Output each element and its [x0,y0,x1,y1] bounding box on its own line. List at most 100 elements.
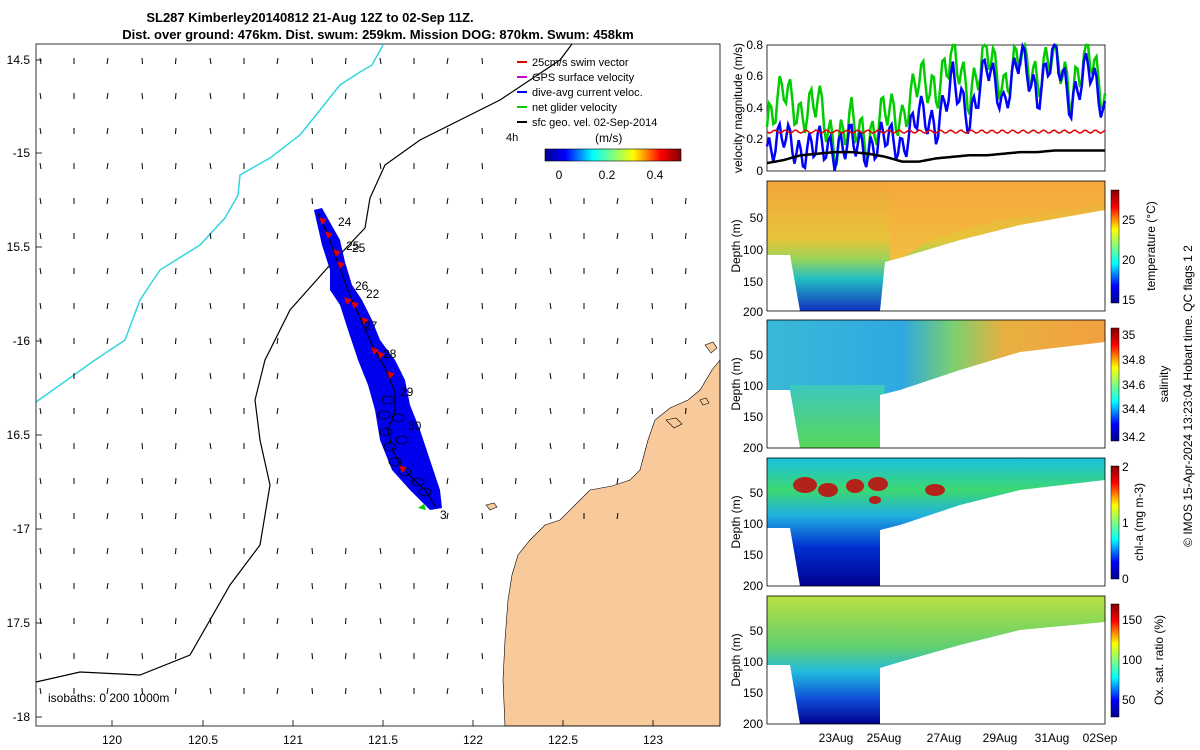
velocity-arrow [175,547,177,555]
velocity-arrow [209,267,212,275]
velocity-arrow [616,267,619,275]
velocity-arrow [379,582,382,590]
chla-maximum-blob [869,496,881,504]
velocity-series [765,41,1107,171]
velocity-ytick: 0 [756,164,763,178]
chla-maximum-blob [846,479,864,493]
time-xtick: 27Aug [927,731,962,745]
velocity-arrow [276,582,279,590]
lon-tick-labels: 120 120.5 121 121.5 122 122.5 123 [102,733,663,747]
chla-maximum-blob [868,477,888,491]
velocity-arrow [175,232,177,240]
depth-ytick: 150 [743,548,763,562]
colorbar-unit-label: (m/s) [595,131,622,145]
track-loop [381,395,395,405]
lon-tick-label: 123 [643,733,663,747]
velocity-arrow [549,512,552,520]
depth-ytick: 50 [750,624,764,638]
velocity-arrow [175,197,177,205]
temperature-cbar-label: temperature (°C) [1144,201,1158,291]
velocity-arrow [106,547,109,555]
chla-blank-area [767,480,1105,586]
chla-panel: 50 100 150 200 Depth (m) 0 1 2 chl-a (mg… [729,457,1146,593]
velocity-arrow [141,442,143,450]
velocity-arrow [481,162,483,170]
velocity-arrow [651,232,653,240]
velocity-arrow [481,372,483,380]
depth-ytick: 50 [750,348,764,362]
velocity-arrow [345,687,347,695]
depth-ytick: 100 [743,379,763,393]
velocity-arrow [651,337,653,345]
velocity-arrow [685,267,687,275]
velocity-arrow [515,302,517,310]
velocity-arrow [141,512,143,520]
velocity-arrow [141,232,143,240]
velocity-arrow [39,267,42,275]
colorbar-tick: 25 [1122,213,1136,227]
velocity-arrow [481,232,483,240]
day-label: 27 [364,319,378,333]
depth-ytick: 200 [743,717,763,731]
velocity-arrow [106,407,109,415]
colorbar-tick: 20 [1122,253,1136,267]
velocity-arrow [209,442,212,450]
velocity-arrow [175,512,177,520]
velocity-arrow [106,267,109,275]
velocity-arrow [39,372,42,380]
velocity-arrow [616,442,619,450]
lat-tick-label: 17.5 [7,616,31,630]
land-mass [502,359,721,727]
swim-vector-mark [377,351,385,359]
lon-tick-label: 121 [283,733,303,747]
velocity-arrow [106,687,109,695]
isobath-200m [35,43,573,683]
velocity-arrow [345,547,347,555]
velocity-arrow [379,92,382,100]
velocity-arrow [616,232,619,240]
colorbar-hours-label: 4h [506,132,518,144]
chla-ylabel: Depth (m) [729,495,743,548]
velocity-arrow [515,267,517,275]
velocity-arrow [651,302,653,310]
track-loop [395,435,409,445]
velocity-arrow [446,652,449,660]
swim-vector-mark [333,249,341,257]
depth-ytick: 50 [750,211,764,225]
depth-ytick: 200 [743,305,763,319]
velocity-ylabel: velocity magnitude (m/s) [731,43,745,173]
depth-ytick: 100 [743,243,763,257]
depth-ytick: 150 [743,686,763,700]
island-1 [704,341,718,354]
lon-tick-label: 120.5 [188,733,218,747]
island-4 [699,397,710,406]
swim-vector-mark [371,347,379,355]
oxygen-panel: 50 100 150 200 Depth (m) 50 100 150 Ox. … [729,595,1166,745]
velocity-arrow [106,512,109,520]
swim-vector-mark [351,301,359,309]
velocity-arrow [481,407,483,415]
oxygen-axes-frame [766,595,1106,725]
velocity-arrow [209,57,212,65]
salinity-panel: 50 100 150 200 Depth (m) 34.2 34.4 34.6 … [729,319,1171,455]
colorbar-tick: 34.2 [1122,430,1146,444]
day-label: 25 [346,239,360,253]
velocity-ytick: 0.8 [746,38,763,52]
track-loop [411,477,425,487]
velocity-arrow [276,547,279,555]
velocity-arrow [379,652,382,660]
velocity-arrow [515,337,517,345]
velocity-arrow [651,372,653,380]
velocity-ytick: 0.4 [746,101,763,115]
velocity-arrow [276,267,279,275]
velocity-arrow [616,407,619,415]
depth-ytick: 200 [743,579,763,593]
velocity-arrow [209,232,212,240]
velocity-arrow [549,337,552,345]
velocity-arrow [345,92,347,100]
velocity-arrow [39,162,42,170]
velocity-arrow [481,477,483,485]
velocity-arrow [446,477,449,485]
temperature-axes-frame [766,180,1106,312]
